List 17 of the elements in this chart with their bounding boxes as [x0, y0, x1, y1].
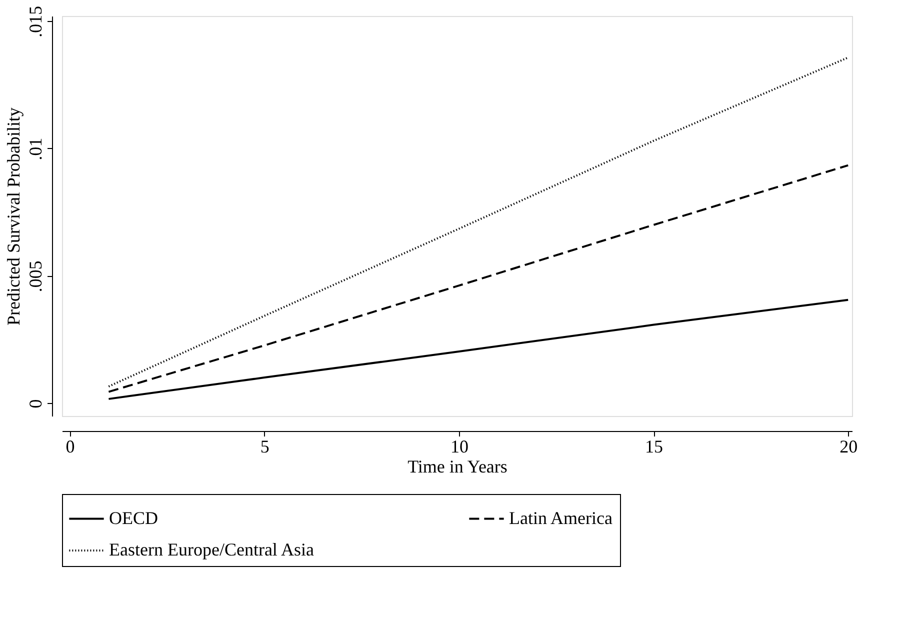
- y-tick-label: .01: [26, 138, 46, 160]
- x-tick-label: 0: [66, 436, 75, 456]
- y-tick-label: .005: [26, 260, 46, 292]
- x-tick-label: 5: [260, 436, 270, 456]
- line-series: [108, 164, 850, 393]
- y-tick-label: 0: [26, 399, 46, 408]
- line-series: [108, 56, 850, 388]
- legend-label: Eastern Europe/Central Asia: [109, 540, 314, 560]
- x-axis-title: Time in Years: [408, 456, 508, 476]
- x-tick-label: 20: [840, 436, 858, 456]
- y-axis-title: Predicted Survival Probability: [4, 108, 24, 326]
- line-series: [108, 298, 850, 400]
- x-tick-label: 10: [450, 436, 468, 456]
- legend-label: OECD: [109, 508, 158, 528]
- legend-label: Latin America: [509, 508, 612, 528]
- y-tick-label: .015: [26, 6, 46, 38]
- x-tick-label: 15: [645, 436, 664, 456]
